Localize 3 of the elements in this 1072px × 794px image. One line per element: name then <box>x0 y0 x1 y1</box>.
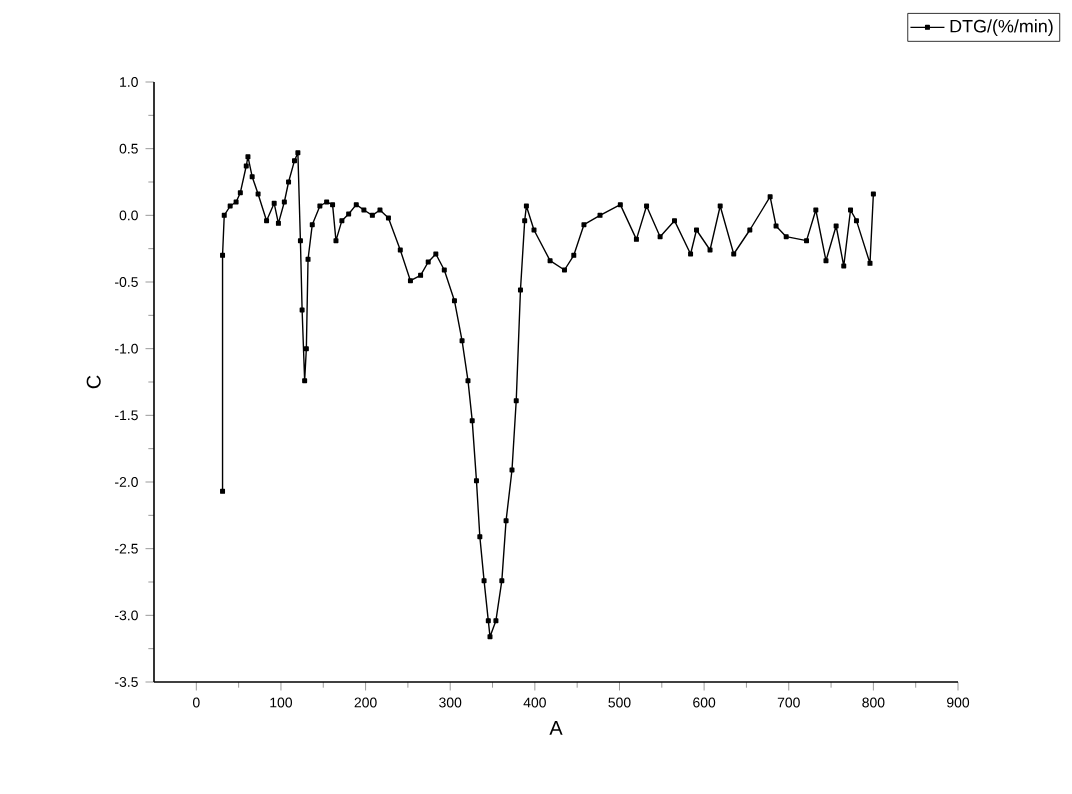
legend-label: DTG/(%/min) <box>950 19 1053 37</box>
x-axis-title: A <box>549 721 563 735</box>
y-axis-title: C <box>86 375 101 389</box>
